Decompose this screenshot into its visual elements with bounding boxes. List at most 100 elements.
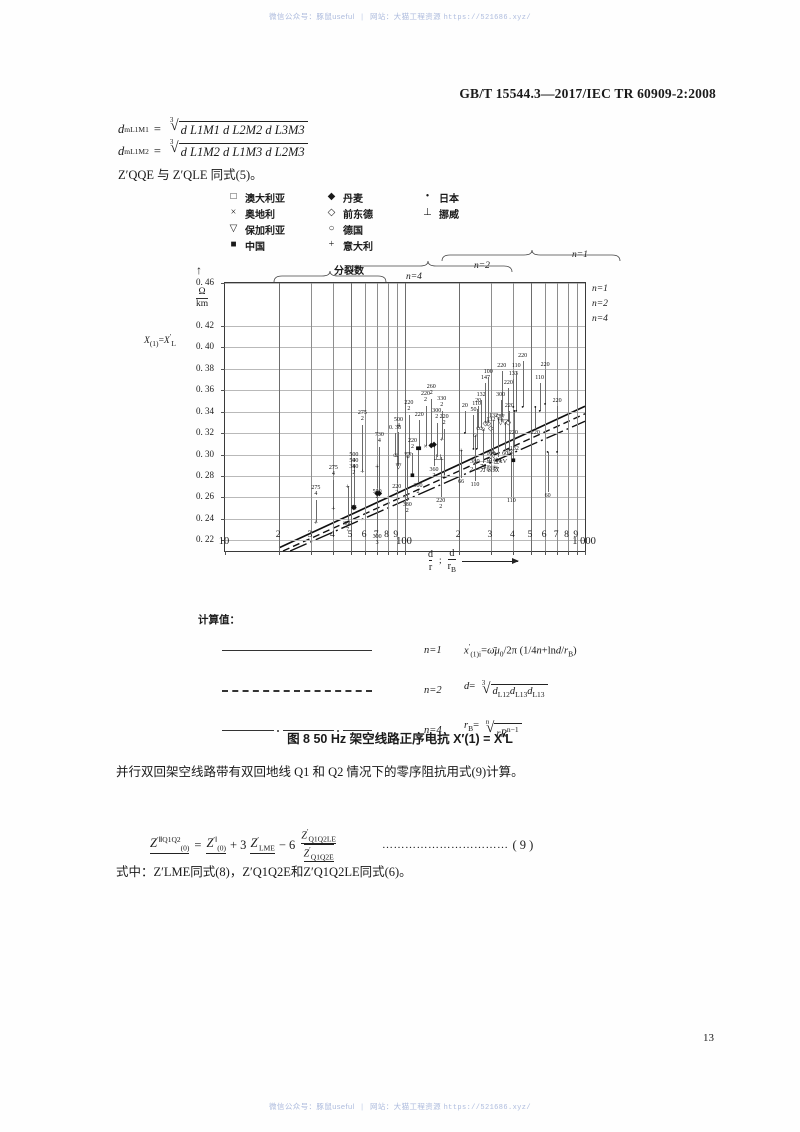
data-point-stem [483, 429, 485, 464]
y-axis-tick-label: 0. 32 [196, 427, 214, 438]
x-axis-tick-label: 7 [553, 530, 559, 540]
eq9-leader-dots: …………………………… [382, 838, 509, 851]
watermark-site: 网站：大猫工程资源 [369, 1102, 442, 1111]
gridline-vertical [567, 283, 569, 551]
y-axis-tick [221, 518, 225, 520]
data-point-label: 110 [472, 400, 482, 407]
formula-lhs-symbol: d [118, 143, 125, 158]
eq9-fraction: Z′Q1Q2LE Z′Q1Q2E [301, 827, 337, 863]
brace-label-fenlie: 分裂数 [334, 266, 364, 277]
data-point-stem [475, 435, 477, 482]
legend-item: ■ 中国 [228, 238, 326, 253]
data-point-marker: ▽ [497, 417, 504, 427]
data-point-stem [464, 411, 466, 434]
x-axis-tick-label: 4 [509, 530, 515, 540]
legend-marker-icon: ◆ [327, 191, 336, 202]
plot-area: +2754+2754+3807■5004+2752+5004□3802◆5004… [221, 282, 586, 555]
line-label-n2: n=2 [592, 299, 608, 309]
legend-label: 前东德 [343, 209, 373, 221]
x-axis-tick-label: 6 [541, 530, 547, 540]
data-point-stem [539, 383, 541, 412]
legend-item: ◇ 前东德 [326, 206, 422, 221]
data-point-label: 60 [502, 451, 509, 458]
x-axis-tick [310, 551, 312, 555]
data-point-label: 380 7 [343, 520, 353, 533]
data-point-stem [377, 492, 379, 533]
gridline-vertical [545, 283, 547, 551]
data-point-stem [431, 399, 433, 446]
equation-9-row: Z′ⅡQ1Q2(0) = Z′Ⅰ(0) + 3 Z′LME − 6 Z′Q1Q2… [150, 827, 534, 863]
data-point-stem [488, 377, 490, 424]
x-axis-tick-label: 9 [393, 530, 399, 540]
x-axis-tick [513, 551, 515, 555]
x-axis-tick [350, 551, 352, 555]
x-axis-tick-label: 9 [573, 530, 579, 540]
data-point-marker: ▽ [495, 412, 502, 422]
line-sample-dashed [222, 685, 372, 695]
legend-label: 保加利亚 [245, 225, 285, 237]
data-point-label: 0. 38 [389, 424, 401, 431]
data-point-stem [481, 400, 483, 429]
data-point-marker: ○ [478, 423, 484, 433]
y-axis-arrow-icon: ↑ [196, 263, 202, 277]
y-axis-tick [221, 411, 225, 413]
data-point-marker: + [374, 461, 380, 471]
line-label-n1: n=1 [592, 284, 608, 294]
eq9-frac-numerator: Z′Q1Q2LE [301, 827, 337, 845]
gridline-vertical [490, 283, 492, 551]
data-point-stem [419, 419, 421, 448]
data-point-marker: • [555, 447, 559, 457]
y-axis-tick-label: 0. 22 [196, 534, 214, 545]
data-point-stem [412, 453, 414, 476]
data-point-stem [379, 446, 381, 493]
gridline-vertical [350, 283, 352, 551]
data-point-stem [493, 421, 495, 456]
data-point-stem [498, 417, 500, 457]
legend-marker-icon: ◇ [327, 207, 336, 218]
legend-item: ○ 德国 [326, 222, 422, 237]
gridline-vertical [530, 283, 532, 551]
data-point-stem [476, 408, 478, 449]
data-point-marker: ○ [480, 424, 486, 434]
y-unit-denominator: km [196, 297, 209, 309]
legend-label: 奥地利 [245, 209, 275, 221]
x-axis-tick [377, 551, 379, 555]
data-point-label: 70 [480, 464, 487, 471]
data-point-stem [513, 378, 515, 407]
legend-item: + 意大利 [326, 238, 422, 253]
y-axis-tick-label: 0. 38 [196, 362, 214, 373]
data-point-label: 360 2 [429, 466, 439, 479]
data-point-stem [398, 432, 400, 467]
data-point-stem [347, 485, 349, 520]
country-legend: □ 澳大利亚 ◆ 丹麦 • 日本 × 奥地利 ◇ 前东德 ⊥ 挪威 ▽ 保加利亚 ○ 德国 ■ 中国 + 意大利 [228, 190, 459, 253]
data-point-stem [478, 406, 480, 429]
data-point-label: 220 2 [436, 497, 446, 510]
data-point-marker: ◇ [485, 418, 492, 428]
legend-item: × 奥地利 [228, 206, 326, 221]
y-axis-tick [221, 390, 225, 392]
radical-group: 3 √ d L1M2 d L1M3 d L2M3 [167, 138, 308, 160]
data-point-stem [535, 406, 537, 429]
gridline-vertical [279, 283, 281, 551]
watermark-url: https://521686.xyz/ [443, 14, 531, 22]
data-point-label: 133 [508, 370, 518, 377]
data-point-marker: ○ [394, 449, 400, 459]
x-axis-tick [279, 551, 281, 555]
y-axis-tick [221, 283, 225, 284]
line-sample-solid [222, 645, 372, 655]
y-axis-tick [221, 325, 225, 327]
chart-annotation: 380—单位kV 2—分裂数 [470, 458, 507, 474]
data-point-marker: ◇ [506, 446, 513, 456]
root-index: 3 [169, 138, 174, 146]
data-point-label: 220 [414, 411, 424, 418]
data-point-stem [461, 449, 463, 478]
y-axis-tick-label: 0. 30 [196, 448, 214, 459]
standard-code-header: GB/T 15544.3—2017/IEC TR 60909-2:2008 [459, 86, 716, 101]
calc-legend-row: n=4 rB= n √ rRn−1 [198, 713, 618, 747]
data-point-stem [395, 432, 396, 455]
gridline-vertical [459, 283, 461, 551]
data-point-stem [522, 360, 524, 407]
